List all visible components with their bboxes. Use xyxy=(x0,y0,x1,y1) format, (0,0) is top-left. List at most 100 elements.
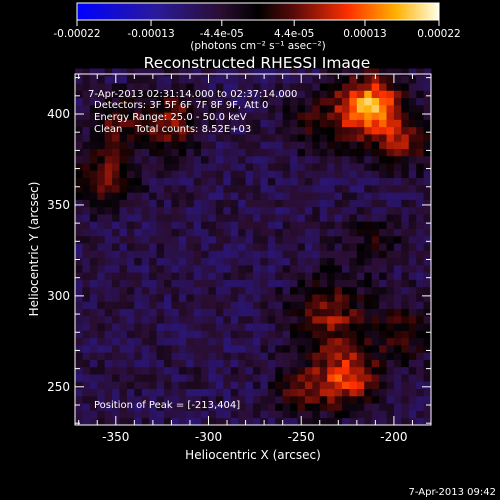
heatmap-cell xyxy=(349,97,358,106)
heatmap-cell xyxy=(364,417,373,426)
heatmap-cell xyxy=(164,374,172,382)
heatmap-cell xyxy=(193,286,202,295)
heatmap-cell xyxy=(193,395,202,404)
heatmap-cell xyxy=(327,104,335,113)
heatmap-cell xyxy=(290,308,298,317)
heatmap-cell xyxy=(342,228,350,237)
heatmap-cell xyxy=(89,83,98,91)
heatmap-cell xyxy=(290,206,298,215)
heatmap-cell xyxy=(319,141,328,149)
heatmap-cell xyxy=(97,417,106,426)
heatmap-cell xyxy=(349,301,358,309)
heatmap-cell xyxy=(408,104,417,113)
heatmap-cell xyxy=(379,403,387,411)
heatmap-cell xyxy=(297,366,306,375)
heatmap-cell xyxy=(126,323,135,331)
heatmap-cell xyxy=(260,235,269,244)
heatmap-cell xyxy=(178,148,187,157)
heatmap-cell xyxy=(393,330,402,339)
heatmap-cell xyxy=(275,381,284,390)
heatmap-cell xyxy=(408,308,417,317)
heatmap-cell xyxy=(416,112,424,120)
heatmap-cell xyxy=(267,206,276,215)
heatmap-cell xyxy=(97,395,106,404)
heatmap-cell xyxy=(364,323,373,331)
heatmap-cell xyxy=(238,75,246,84)
heatmap-cell xyxy=(342,294,350,302)
heatmap-cell xyxy=(253,403,261,411)
heatmap-cell xyxy=(134,403,143,411)
heatmap-cell xyxy=(393,134,402,142)
heatmap-cell xyxy=(201,126,209,135)
heatmap-cell xyxy=(238,119,246,128)
heatmap-cell xyxy=(186,75,195,84)
heatmap-cell xyxy=(149,366,157,375)
heatmap-cell xyxy=(149,192,157,200)
heatmap-cell xyxy=(230,286,239,295)
heatmap-cell xyxy=(193,177,202,186)
heatmap-cell xyxy=(416,228,424,237)
heatmap-cell xyxy=(119,279,128,288)
heatmap-cell xyxy=(312,90,321,99)
heatmap-cell xyxy=(334,192,343,200)
heatmap-cell xyxy=(334,221,343,229)
heatmap-cell xyxy=(386,243,395,251)
heatmap-cell xyxy=(156,170,165,179)
heatmap-cell xyxy=(171,228,180,237)
heatmap-cell xyxy=(75,272,83,280)
heatmap-cell xyxy=(379,170,387,179)
heatmap-cell xyxy=(260,243,269,251)
heatmap-cell xyxy=(282,184,291,193)
heatmap-cell xyxy=(401,68,410,77)
heatmap-cell xyxy=(371,83,380,91)
heatmap-cell xyxy=(379,359,387,368)
heatmap-cell xyxy=(371,228,380,237)
heatmap-cell xyxy=(245,221,254,229)
heatmap-cell xyxy=(126,235,135,244)
heatmap-cell xyxy=(401,264,410,273)
heatmap-cell xyxy=(245,214,254,222)
heatmap-cell xyxy=(290,301,298,309)
heatmap-cell xyxy=(97,155,106,164)
heatmap-cell xyxy=(408,119,417,128)
heatmap-cell xyxy=(171,177,180,186)
heatmap-cell xyxy=(408,126,417,135)
heatmap-cell xyxy=(416,417,424,426)
heatmap-cell xyxy=(379,250,387,259)
heatmap-cell xyxy=(75,177,83,186)
heatmap-cell xyxy=(230,417,239,426)
heatmap-cell xyxy=(238,374,246,382)
heatmap-cell xyxy=(371,257,380,266)
heatmap-cell xyxy=(245,68,254,77)
heatmap-cell xyxy=(208,243,217,251)
heatmap-cell xyxy=(164,410,172,419)
heatmap-cell xyxy=(290,134,298,142)
heatmap-cell xyxy=(245,97,254,106)
heatmap-cell xyxy=(319,403,328,411)
heatmap-cell xyxy=(267,388,276,397)
heatmap-cell xyxy=(356,374,365,382)
heatmap-cell xyxy=(208,126,217,135)
heatmap-cell xyxy=(319,250,328,259)
heatmap-cell xyxy=(193,388,202,397)
heatmap-cell xyxy=(379,344,387,353)
heatmap-cell xyxy=(364,395,373,404)
heatmap-cell xyxy=(416,381,424,390)
heatmap-cell xyxy=(297,301,306,309)
heatmap-cell xyxy=(156,381,165,390)
heatmap-cell xyxy=(282,264,291,273)
heatmap-cell xyxy=(319,279,328,288)
heatmap-cell xyxy=(208,250,217,259)
heatmap-cell xyxy=(193,301,202,309)
heatmap-cell xyxy=(208,323,217,331)
heatmap-cell xyxy=(223,344,232,353)
heatmap-cell xyxy=(201,250,209,259)
heatmap-cell xyxy=(349,235,358,244)
heatmap-cell xyxy=(364,141,373,149)
heatmap-cell xyxy=(75,126,83,135)
heatmap-cell xyxy=(386,279,395,288)
heatmap-cell xyxy=(193,337,202,346)
heatmap-cell xyxy=(238,90,246,99)
heatmap-cell xyxy=(297,141,306,149)
